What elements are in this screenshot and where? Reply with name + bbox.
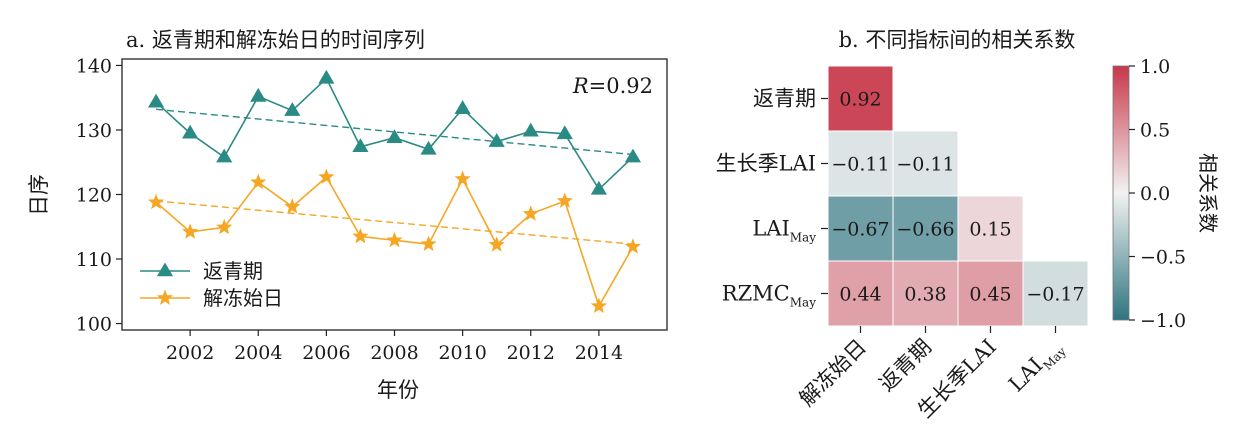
data-point-triangle <box>284 102 301 116</box>
trend-line-triangle <box>155 108 634 156</box>
data-point-star <box>624 238 642 254</box>
data-point-triangle <box>182 124 199 139</box>
legend-label: 返青期 <box>203 259 263 283</box>
heatmap-cell-value: −0.66 <box>896 219 954 241</box>
data-point-triangle <box>386 129 403 143</box>
data-point-star <box>386 231 403 248</box>
x-tick-label: 2002 <box>166 342 214 364</box>
colorbar-tick-label: −1.0 <box>1140 310 1186 332</box>
heatmap-cell-value: 0.15 <box>969 219 1011 241</box>
data-point-triangle <box>420 140 437 155</box>
row-label: LAIMay <box>752 217 816 245</box>
y-axis-label: 日序 <box>27 174 51 216</box>
heatmap-cell <box>957 195 1024 262</box>
data-point-star <box>420 235 437 252</box>
heatmap-cell <box>1022 260 1089 327</box>
y-tick-label: 110 <box>76 249 112 271</box>
legend-triangle-marker <box>156 262 174 277</box>
x-tick-label: 2010 <box>438 342 486 364</box>
data-point-star <box>250 173 267 190</box>
x-tick-label: 2014 <box>575 342 623 364</box>
data-point-triangle <box>454 100 471 114</box>
heatmap-cell-value: 0.92 <box>839 89 881 111</box>
data-point-star <box>522 205 539 221</box>
colorbar-gradient <box>1112 65 1130 321</box>
y-tick-label: 100 <box>76 314 112 336</box>
panel-a-title: a. 返青期和解冻始日的时间序列 <box>126 28 425 52</box>
data-point-triangle <box>556 125 573 140</box>
colorbar-tick-label: 0.0 <box>1140 183 1170 205</box>
row-label: RZMCMay <box>722 282 816 310</box>
data-point-triangle <box>624 148 642 163</box>
data-point-star <box>216 218 233 235</box>
colorbar-tick-label: 0.5 <box>1140 120 1170 142</box>
heatmap-cell-value: 0.45 <box>969 284 1011 306</box>
data-point-triangle <box>216 148 233 163</box>
heatmap-cell-value: −0.11 <box>831 154 889 176</box>
panel-b-heatmap: b. 不同指标间的相关系数 0.92 −0.11 −0.11 −0.67 −0.66 0.… <box>716 28 1220 423</box>
data-point-triangle <box>250 87 267 102</box>
colorbar: 1.0 0.5 0.0 −0.5 −1.0 相关系数 <box>1112 56 1220 332</box>
legend-star-marker <box>156 289 174 305</box>
column-label: 返青期 <box>875 335 937 397</box>
y-tick-label: 120 <box>76 185 112 207</box>
heatmap-cell-value: 0.44 <box>839 284 881 306</box>
column-label: LAIMay <box>1004 334 1069 399</box>
colorbar-label: 相关系数 <box>1196 153 1220 233</box>
heatmap-cell <box>827 195 894 262</box>
y-tick-label: 140 <box>76 55 112 77</box>
colorbar-tick-label: −0.5 <box>1140 247 1186 269</box>
heatmap-cell-value: −0.11 <box>896 154 954 176</box>
data-point-triangle <box>318 69 335 84</box>
column-label: 解冻始日 <box>795 335 871 411</box>
y-tick-label: 130 <box>76 120 112 142</box>
row-label: 生长季LAI <box>716 152 816 176</box>
data-point-star <box>284 198 301 214</box>
x-axis-label: 年份 <box>377 378 419 402</box>
data-point-star <box>556 192 573 208</box>
correlation-annotation: R=0.92 <box>572 74 653 98</box>
data-point-star <box>590 297 607 313</box>
colorbar-tick-label: 1.0 <box>1140 56 1170 78</box>
x-tick-label: 2012 <box>507 342 555 364</box>
data-point-star <box>352 227 369 244</box>
data-point-triangle <box>590 180 607 195</box>
heatmap-cell-value: −0.17 <box>1026 284 1084 306</box>
legend-label: 解冻始日 <box>203 286 283 310</box>
heatmap-cell <box>892 260 959 327</box>
heatmap-cell-value: 0.38 <box>904 284 946 306</box>
x-tick-label: 2006 <box>302 342 350 364</box>
heatmap-cell-value: −0.67 <box>831 219 889 241</box>
data-point-star <box>454 170 471 186</box>
data-point-star <box>488 236 505 252</box>
data-point-star <box>318 168 335 184</box>
data-point-triangle <box>488 133 505 147</box>
data-point-triangle <box>352 138 369 153</box>
data-point-star <box>182 223 199 239</box>
data-point-triangle <box>522 122 539 137</box>
heatmap-cell <box>827 130 894 197</box>
heatmap-cell <box>827 65 894 132</box>
data-point-triangle <box>147 93 165 108</box>
data-point-star <box>147 193 165 210</box>
heatmap-cell <box>892 130 959 197</box>
x-tick-label: 2004 <box>234 342 282 364</box>
row-label: 返青期 <box>753 87 816 111</box>
trend-line-star <box>155 200 634 245</box>
panel-b-title: b. 不同指标间的相关系数 <box>839 28 1076 52</box>
x-tick-label: 2008 <box>370 342 418 364</box>
panel-a-line-chart: a. 返青期和解冻始日的时间序列 日序 年份 R=0.92 2002 2004 20… <box>27 28 668 402</box>
